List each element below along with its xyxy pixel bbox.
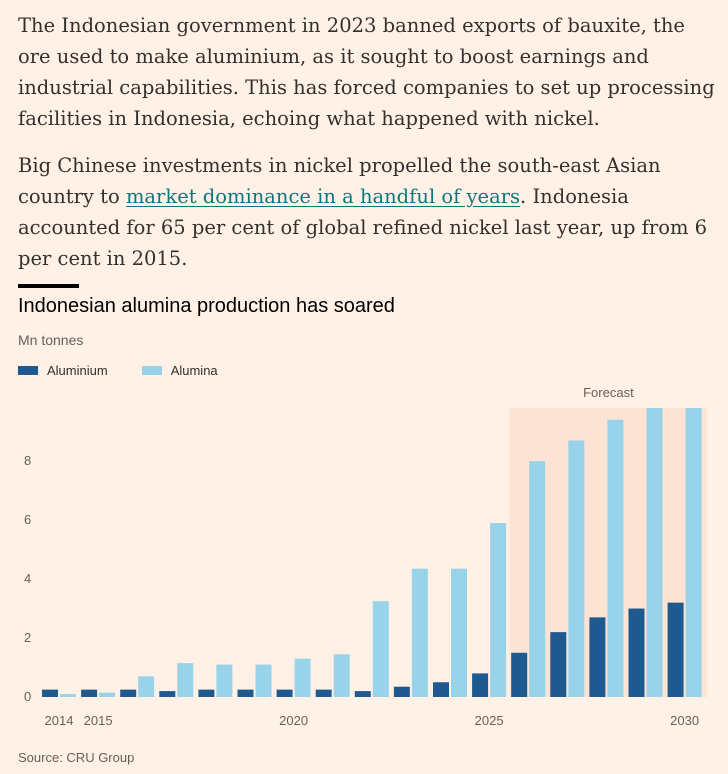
bar-alumina-2025 [490, 523, 507, 697]
bar-aluminium-2023 [393, 686, 410, 697]
legend-swatch-alumina [141, 366, 162, 375]
chart-title: Indonesian alumina production has soared [18, 295, 395, 317]
bar-aluminium-2014 [42, 689, 58, 697]
article-paragraph-2-start: Big Chinese investments in nickel propel… [18, 154, 661, 208]
bar-aluminium-2024 [433, 682, 449, 697]
bar-alumina-2030 [685, 408, 702, 697]
bar-alumina-2028 [607, 419, 624, 697]
y-tick-label: 8 [24, 453, 31, 468]
article-body: The Indonesian government in 2023 banned… [18, 10, 718, 290]
legend-label-alumina: Alumina [170, 363, 218, 378]
bar-aluminium-2025 [472, 673, 489, 697]
chart-source: Source: CRU Group [18, 750, 135, 765]
bar-alumina-2026 [529, 461, 546, 697]
bar-aluminium-2019 [237, 689, 254, 697]
bar-aluminium-2021 [315, 689, 332, 697]
bar-alumina-2016 [138, 676, 155, 697]
bar-alumina-2014 [60, 694, 76, 697]
bar-alumina-2021 [333, 654, 350, 697]
y-tick-label: 6 [24, 512, 31, 527]
bar-aluminium-2028 [589, 617, 606, 697]
bar-aluminium-2018 [198, 689, 215, 697]
bar-aluminium-2030 [667, 602, 684, 697]
bar-alumina-2018 [216, 664, 233, 697]
bar-alumina-2017 [177, 663, 194, 697]
bar-aluminium-2015 [81, 689, 98, 697]
article-paragraph-2: Big Chinese investments in nickel propel… [18, 150, 718, 274]
x-tick-label: 2015 [84, 713, 113, 728]
forecast-label: Forecast [583, 385, 634, 400]
bar-aluminium-2016 [120, 689, 137, 697]
bar-alumina-2019 [255, 664, 272, 697]
bar-alumina-2027 [568, 440, 585, 697]
legend-label-aluminium: Aluminium [47, 363, 108, 378]
legend-item-alumina: Alumina [141, 363, 218, 378]
bar-aluminium-2020 [276, 689, 293, 697]
chart-legend: Aluminium Alumina [18, 363, 252, 378]
bar-alumina-2024 [451, 568, 467, 697]
y-tick-label: 2 [24, 630, 31, 645]
chart-top-rule [18, 284, 79, 288]
article-paragraph-2-end: . Indonesia accounted for 65 per cent of… [18, 185, 708, 270]
y-tick-label: 0 [24, 689, 31, 704]
bar-alumina-2015 [99, 692, 116, 697]
bar-alumina-2020 [294, 658, 311, 697]
y-tick-label: 4 [24, 571, 31, 586]
article-paragraph-1: The Indonesian government in 2023 banned… [18, 14, 715, 130]
x-tick-label: 2030 [670, 713, 699, 728]
bar-aluminium-2029 [628, 608, 645, 697]
bar-aluminium-2026 [511, 652, 528, 697]
bar-chart: Forecast 0 2 4 6 8 2014 2015 2020 2025 2030 [24, 385, 708, 728]
bar-alumina-2023 [411, 568, 428, 697]
x-tick-label: 2014 [45, 713, 74, 728]
market-dominance-link[interactable]: market dominance in a handful of years [125, 185, 521, 208]
bar-alumina-2029 [646, 408, 663, 697]
x-tick-label: 2025 [475, 713, 504, 728]
chart-unit-label: Mn tonnes [18, 332, 84, 348]
bar-alumina-2022 [372, 601, 389, 697]
legend-item-aluminium: Aluminium [18, 363, 108, 378]
bar-aluminium-2022 [354, 691, 371, 697]
legend-swatch-aluminium [18, 366, 38, 375]
x-tick-label: 2020 [279, 713, 308, 728]
bar-aluminium-2027 [550, 632, 567, 697]
bar-aluminium-2017 [159, 691, 176, 697]
